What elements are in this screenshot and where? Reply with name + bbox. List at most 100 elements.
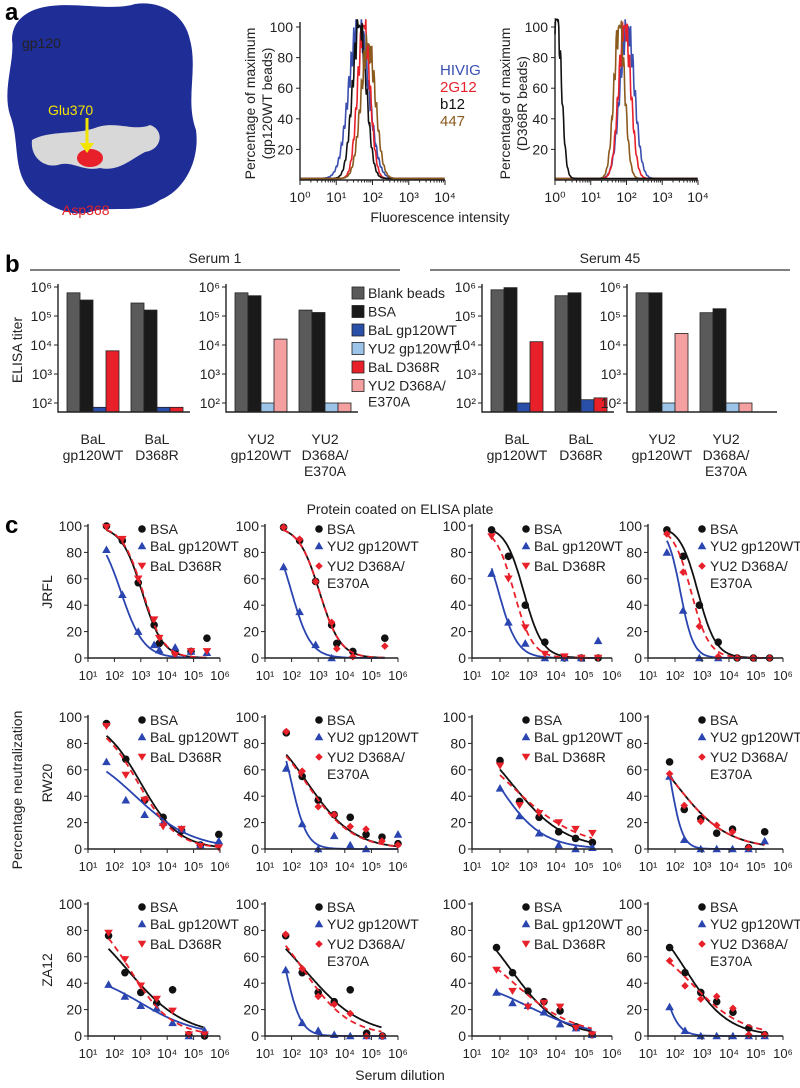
- legend-label-line: E370A: [327, 575, 370, 591]
- data-point-triangle-down: [177, 825, 186, 833]
- category-label: BaL D368R: [135, 431, 179, 463]
- data-point-circle: [315, 716, 323, 724]
- data-point-diamond: [327, 618, 336, 627]
- legend-label: BaL gp120WT: [150, 729, 239, 745]
- data-point-triangle-down: [184, 1031, 194, 1039]
- data-point-circle: [121, 968, 129, 977]
- x-tick-label: 10¹: [639, 668, 658, 683]
- x-tick-label: 10²: [105, 668, 124, 683]
- data-point-diamond: [314, 802, 322, 811]
- y-tick-label: 10²: [456, 395, 477, 411]
- data-point-triangle-down: [214, 844, 224, 852]
- fluorescence-x-label: Fluorescence intensity: [370, 209, 509, 225]
- data-point-triangle-up: [521, 919, 531, 928]
- x-tick-label: 10⁶: [773, 859, 793, 874]
- data-point-circle: [203, 634, 211, 642]
- legend-swatch: [351, 286, 365, 300]
- x-tick-label: 10¹: [639, 859, 658, 874]
- y-tick-label: 40: [626, 788, 642, 804]
- data-point-circle: [492, 943, 501, 952]
- legend-label: BSA: [368, 304, 397, 320]
- data-point-triangle-down: [539, 999, 549, 1007]
- data-point-diamond: [394, 841, 402, 849]
- data-point-triangle-up: [345, 840, 355, 849]
- x-tick-label: 10⁵: [746, 668, 766, 683]
- axis-lines: [57, 284, 190, 413]
- legend-label-line: BaL D368R: [534, 936, 606, 952]
- bar-YU2-D368A-E370A: [273, 338, 288, 413]
- data-point-triangle-down: [102, 524, 111, 532]
- data-point-triangle-up: [495, 783, 505, 792]
- y-tick-label: 10⁴: [454, 337, 476, 353]
- data-point-triangle-down: [523, 1003, 533, 1011]
- x-tick-label: 10⁴: [335, 668, 355, 683]
- legend-label-line: BaL D368R: [534, 749, 606, 765]
- x-tick-label: 10⁵: [184, 859, 204, 874]
- data-point-triangle-up: [121, 795, 131, 804]
- category-label-line: D368A/: [302, 447, 349, 463]
- data-point-diamond: [698, 753, 706, 761]
- bar-Blank-beads: [490, 289, 505, 413]
- y-tick-label: 10⁵: [31, 308, 52, 324]
- x-tick-label: 10⁴: [719, 1046, 739, 1061]
- y-tick-label: 0: [74, 1028, 82, 1044]
- data-point-triangle-up: [593, 636, 603, 645]
- x-tick-label: 10⁵: [746, 1046, 766, 1061]
- y-tick-label: 20: [626, 624, 642, 640]
- bar-BaL-D368R: [105, 350, 120, 413]
- panel-label-c: c: [5, 512, 18, 539]
- data-point-triangle-up: [281, 764, 291, 772]
- histogram-line-b12: [300, 19, 445, 180]
- data-point-circle: [712, 829, 721, 837]
- y-tick-label: 60: [243, 762, 259, 778]
- x-tick-label: 10³: [309, 859, 328, 874]
- y-tick-label: 20: [243, 815, 259, 831]
- x-tick-label: 10⁴: [157, 668, 177, 683]
- data-point-circle: [679, 552, 687, 561]
- y-tick-label: 20: [450, 624, 466, 640]
- y-tick-label: 40: [66, 788, 82, 804]
- y-tick-label: 100: [619, 709, 643, 725]
- data-point-triangle-up: [678, 606, 688, 614]
- y-tick-label: 100: [619, 518, 643, 534]
- bar-BaL-gp120WT: [92, 406, 107, 413]
- data-point-circle: [663, 526, 671, 534]
- x-tick-label: 10⁴: [157, 1046, 177, 1061]
- data-point-triangle-down: [540, 650, 550, 658]
- fit-curve: [499, 774, 593, 839]
- legend-label: YU2 D368A/E370A: [710, 749, 788, 782]
- data-point-diamond: [712, 992, 721, 1001]
- data-point-circle: [695, 601, 704, 609]
- y-tick-label: 80: [66, 735, 82, 751]
- data-point-diamond: [698, 940, 706, 948]
- bar-YU2-gp120WT: [661, 402, 676, 413]
- y-tick-label: 80: [626, 544, 642, 560]
- data-point-triangle-up: [279, 562, 288, 571]
- data-point-triangle-down: [520, 624, 530, 632]
- y-tick-label: 40: [450, 975, 466, 991]
- data-point-circle: [524, 987, 532, 995]
- x-tick-label: 10⁶: [602, 859, 622, 874]
- data-point-diamond: [665, 769, 674, 778]
- data-point-diamond: [362, 825, 370, 833]
- data-point-circle: [314, 988, 323, 997]
- data-point-triangle-up: [104, 980, 113, 988]
- axis-lines: [225, 284, 358, 413]
- axis-lines: [481, 284, 614, 413]
- legend-label: YU2 D368A/E370A: [710, 936, 788, 969]
- y-tick-label: 60: [243, 571, 259, 587]
- legend-b12: b12: [440, 96, 465, 113]
- data-point-diamond: [311, 577, 320, 586]
- legend-label-line: BaL gp120WT: [368, 322, 457, 338]
- data-point-triangle-up: [662, 548, 672, 556]
- data-point-diamond: [315, 940, 323, 948]
- data-point-triangle-down: [515, 802, 524, 810]
- data-point-triangle-down: [158, 823, 168, 831]
- fit-curve: [285, 755, 399, 848]
- legend-label-line: BSA: [327, 712, 356, 728]
- fit-curve: [283, 529, 385, 659]
